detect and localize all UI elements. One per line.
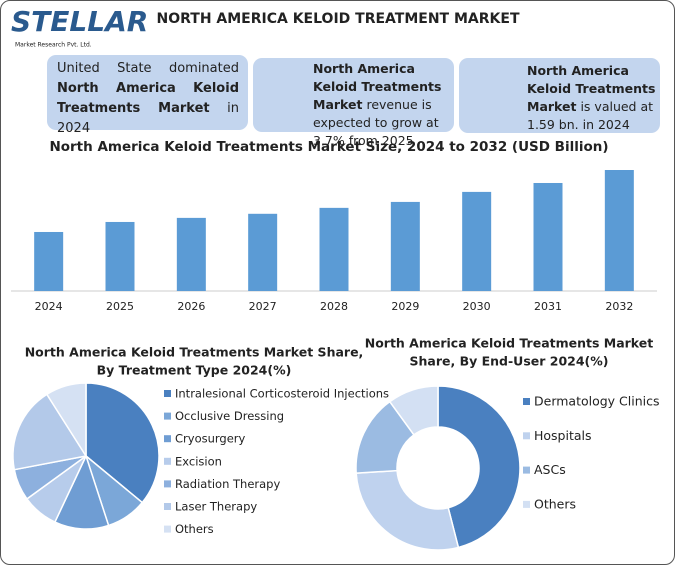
donut-slice: [388, 385, 439, 436]
highlight-part: is valued at 1.59 bn. in 2024: [527, 99, 654, 132]
legend-swatch: [164, 412, 171, 420]
x-tick-label: 2032: [605, 300, 633, 313]
legend-label: Others: [534, 496, 576, 511]
highlight-text: North America Keloid Treatments Market i…: [527, 62, 657, 134]
bar: [462, 191, 492, 291]
donut-slice: [437, 385, 521, 549]
legend-label: Excision: [175, 454, 222, 468]
legend-label: Intralesional Corticosteroid Injections: [175, 387, 389, 401]
legend-swatch: [164, 435, 171, 443]
chart-title: North America Keloid Treatments Market S…: [49, 139, 608, 155]
legend-swatch: [523, 432, 530, 440]
page-title: NORTH AMERICA KELOID TREATMENT MARKET: [157, 11, 520, 27]
x-tick-label: 2026: [177, 300, 205, 313]
bar: [176, 217, 206, 291]
x-tick-label: 2024: [35, 300, 63, 313]
bar: [604, 170, 634, 291]
x-tick-label: 2029: [391, 300, 419, 313]
pie-slice: [12, 393, 88, 471]
bar: [105, 221, 135, 291]
legend-label: ASCs: [534, 462, 566, 477]
legend-swatch: [164, 390, 171, 397]
highlight-part: in 2024: [57, 101, 239, 136]
bar: [319, 207, 349, 291]
legend-label: Radiation Therapy: [175, 477, 280, 491]
x-tick-label: 2025: [106, 300, 134, 313]
highlight-part: North America Keloid Treatments Market: [527, 63, 656, 114]
legend-swatch: [164, 503, 171, 510]
legend-swatch: [164, 457, 171, 465]
bar: [533, 182, 563, 291]
legend-label: Occlusive Dressing: [175, 409, 284, 423]
legend-swatch: [523, 466, 530, 474]
bar: [390, 201, 420, 291]
highlight-box: United State dominated North America Kel…: [47, 55, 248, 136]
pie-slice: [85, 382, 160, 504]
highlight-text: North America Keloid Treatments Market r…: [313, 60, 451, 150]
chart-title: Share, By End-User 2024(%): [409, 354, 608, 369]
bar: [34, 231, 64, 291]
donut-slice: [355, 469, 460, 551]
legend-label: Laser Therapy: [175, 500, 257, 514]
legend-swatch: [164, 480, 171, 488]
legend-swatch: [523, 398, 530, 405]
logo-tagline: Market Research Pvt. Ltd.: [15, 42, 92, 49]
legend-label: Cryosurgery: [175, 432, 246, 446]
highlight-part: United State dominated: [57, 61, 239, 76]
highlight-part: North America Keloid Treatments Market: [313, 61, 442, 112]
x-tick-label: 2027: [249, 300, 277, 313]
legend-swatch: [523, 500, 530, 508]
chart-title: By Treatment Type 2024(%): [97, 363, 292, 378]
highlight-part: revenue is expected to grow at 3.7% from…: [313, 97, 439, 148]
highlight-box: North America Keloid Treatments Market r…: [253, 58, 454, 148]
highlight-text: United State dominated North America Kel…: [57, 59, 239, 139]
x-tick-label: 2028: [320, 300, 348, 313]
highlight-box: North America Keloid Treatments Market i…: [459, 58, 660, 133]
legend-label: Others: [175, 522, 214, 536]
legend-swatch: [164, 525, 171, 533]
highlight-part: North America Keloid Treatments Market: [57, 81, 239, 116]
chart-title: North America Keloid Treatments Market S…: [25, 345, 364, 360]
pie-slice: [45, 382, 87, 459]
x-tick-label: 2031: [534, 300, 562, 313]
bar: [248, 213, 278, 291]
legend-label: Dermatology Clinics: [534, 394, 660, 409]
x-tick-label: 2030: [463, 300, 491, 313]
legend-label: Hospitals: [534, 428, 592, 443]
chart-title: North America Keloid Treatments Market: [365, 336, 654, 351]
logo: STELLAR: [11, 5, 148, 38]
